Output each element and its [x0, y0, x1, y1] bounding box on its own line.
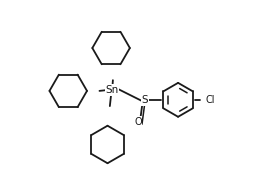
- Text: Cl: Cl: [206, 95, 215, 105]
- Text: S: S: [142, 95, 148, 105]
- Text: Sn: Sn: [105, 85, 119, 95]
- Text: O: O: [134, 117, 142, 127]
